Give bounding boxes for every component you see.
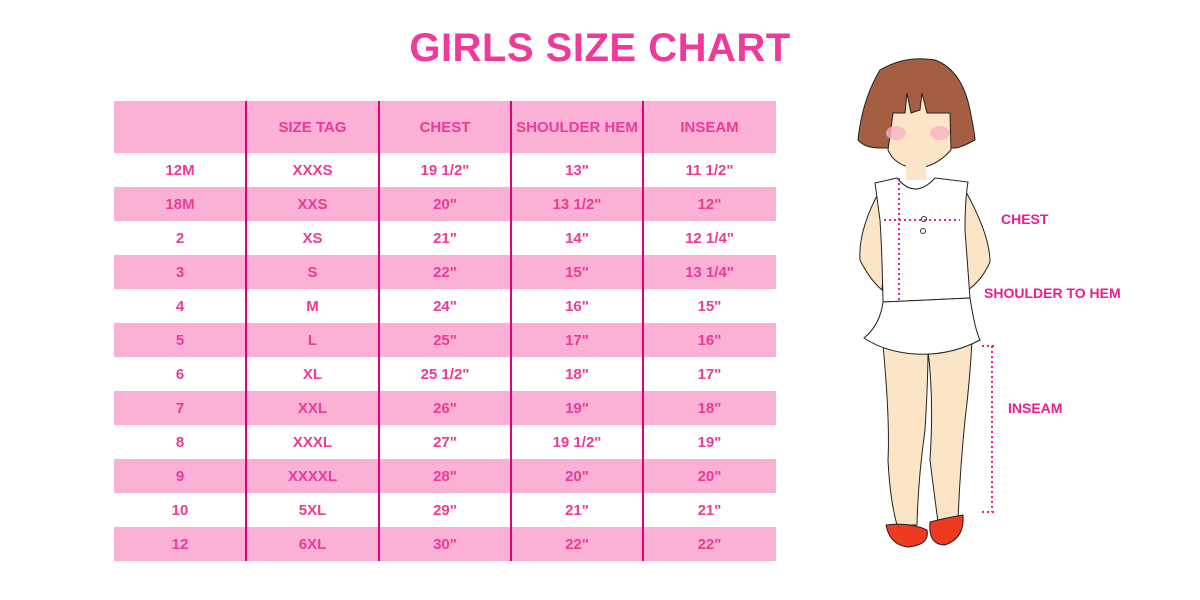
table-cell: 20" bbox=[697, 467, 722, 485]
shoulder-to-hem-label: SHOULDER TO HEM bbox=[984, 285, 1121, 301]
shoe bbox=[885, 523, 928, 548]
column-divider bbox=[510, 101, 512, 561]
table-row: 7 XXL 26" 19" 18" bbox=[114, 391, 776, 425]
table-cell: 19 1/2" bbox=[552, 433, 602, 451]
table-cell: 13 1/2" bbox=[552, 195, 602, 213]
table-cell: 13 1/4" bbox=[685, 263, 734, 281]
table-cell: 18M bbox=[165, 195, 195, 213]
table-cell: 16" bbox=[565, 297, 589, 315]
table-cell: 29" bbox=[433, 501, 457, 519]
table-cell: 21" bbox=[565, 501, 589, 519]
table-cell: L bbox=[307, 331, 318, 349]
cheek bbox=[930, 126, 950, 140]
table-cell: 28" bbox=[433, 467, 457, 485]
table-cell: 20" bbox=[433, 195, 457, 213]
column-divider bbox=[378, 101, 380, 561]
table-cell: 7 bbox=[175, 399, 185, 417]
table-cell: XL bbox=[302, 365, 323, 383]
table-cell: XXXL bbox=[292, 433, 333, 451]
table-row: 3 S 22" 15" 13 1/4" bbox=[114, 255, 776, 289]
table-cell: 22" bbox=[565, 535, 589, 553]
table-cell: XXXS bbox=[292, 161, 333, 179]
shirt bbox=[874, 177, 971, 303]
table-cell: 25" bbox=[433, 331, 457, 349]
table-row: 9 XXXXL 28" 20" 20" bbox=[114, 459, 776, 493]
table-cell: 5 bbox=[175, 331, 185, 349]
table-cell: 12 1/4" bbox=[685, 229, 734, 247]
table-row: 6 XL 25 1/2" 18" 17" bbox=[114, 357, 776, 391]
table-cell: 22" bbox=[433, 263, 457, 281]
table-cell: 3 bbox=[175, 263, 185, 281]
table-row: 12M XXXS 19 1/2" 13" 11 1/2" bbox=[114, 153, 776, 187]
size-table: SIZE TAG CHEST SHOULDER HEM INSEAM 12M XXXS 19… bbox=[114, 101, 776, 561]
shoe bbox=[929, 514, 964, 546]
table-row: 4 M 24" 16" 15" bbox=[114, 289, 776, 323]
table-cell: 12M bbox=[165, 161, 195, 179]
column-header: CHEST bbox=[419, 118, 471, 136]
table-cell: M bbox=[306, 297, 319, 315]
table-cell: 15" bbox=[697, 297, 722, 315]
table-cell: 24" bbox=[433, 297, 457, 315]
table-cell: 8 bbox=[175, 433, 185, 451]
column-divider bbox=[642, 101, 644, 561]
table-cell: 17" bbox=[565, 331, 589, 349]
table-cell: 16" bbox=[697, 331, 722, 349]
table-cell: 6XL bbox=[298, 535, 327, 553]
table-cell: 10 bbox=[171, 501, 189, 519]
page-title: GIRLS SIZE CHART bbox=[409, 26, 791, 70]
cheek bbox=[886, 126, 906, 140]
table-cell: 18" bbox=[565, 365, 589, 383]
table-cell: XXS bbox=[297, 195, 328, 213]
inseam-label: INSEAM bbox=[1008, 400, 1063, 416]
table-cell: XS bbox=[302, 229, 323, 247]
chest-label: CHEST bbox=[1001, 211, 1049, 227]
table-cell: XXXXL bbox=[287, 467, 338, 485]
table-cell: 2 bbox=[175, 229, 185, 247]
table-cell: 22" bbox=[697, 535, 722, 553]
table-row: 2 XS 21" 14" 12 1/4" bbox=[114, 221, 776, 255]
table-cell: S bbox=[307, 263, 318, 281]
table-row: 5 L 25" 17" 16" bbox=[114, 323, 776, 357]
table-cell: 27" bbox=[433, 433, 457, 451]
table-cell: 4 bbox=[175, 297, 185, 315]
table-cell: 21" bbox=[697, 501, 722, 519]
table-cell: 5XL bbox=[298, 501, 327, 519]
column-header: SHOULDER HEM bbox=[516, 118, 638, 136]
table-cell: 17" bbox=[697, 365, 722, 383]
table-cell: 26" bbox=[433, 399, 457, 417]
column-header: SIZE TAG bbox=[278, 118, 347, 136]
table-cell: 25 1/2" bbox=[420, 365, 470, 383]
skirt bbox=[863, 297, 981, 355]
table-cell: 11 1/2" bbox=[685, 161, 734, 179]
header-row: SIZE TAG CHEST SHOULDER HEM INSEAM bbox=[114, 101, 776, 153]
column-header: INSEAM bbox=[680, 118, 739, 136]
table-cell: 19 1/2" bbox=[420, 161, 470, 179]
table-cell: 21" bbox=[433, 229, 457, 247]
table-row: 18M XXS 20" 13 1/2" 12" bbox=[114, 187, 776, 221]
table-row: 12 6XL 30" 22" 22" bbox=[114, 527, 776, 561]
table-row: 10 5XL 29" 21" 21" bbox=[114, 493, 776, 527]
column-divider bbox=[245, 101, 247, 561]
table-cell: 12 bbox=[171, 535, 189, 553]
table-cell: 15" bbox=[565, 263, 589, 281]
table-cell: 20" bbox=[565, 467, 589, 485]
table-cell: 6 bbox=[175, 365, 185, 383]
table-cell: 14" bbox=[565, 229, 589, 247]
table-cell: XXL bbox=[297, 399, 328, 417]
table-cell: 19" bbox=[697, 433, 722, 451]
table-cell: 30" bbox=[433, 535, 457, 553]
table-cell: 13" bbox=[565, 161, 589, 179]
table-cell: 12" bbox=[697, 195, 722, 213]
table-cell: 18" bbox=[697, 399, 722, 417]
table-row: 8 XXXL 27" 19 1/2" 19" bbox=[114, 425, 776, 459]
table-cell: 9 bbox=[175, 467, 185, 485]
table-cell: 19" bbox=[565, 399, 589, 417]
